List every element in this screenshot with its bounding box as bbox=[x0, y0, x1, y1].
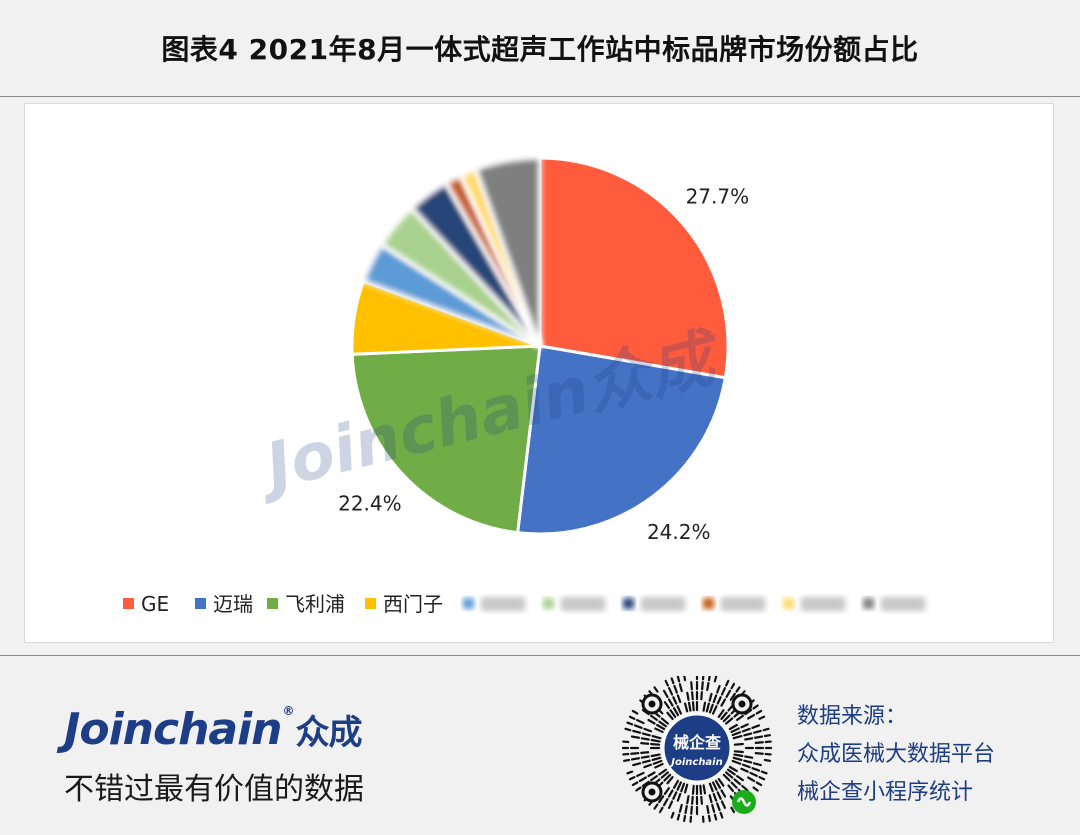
brand-cn: 众成 bbox=[295, 713, 363, 753]
legend-swatch bbox=[195, 598, 206, 609]
source-line: 众成医械大数据平台 bbox=[797, 742, 996, 767]
qr-center-text: 械企查 bbox=[673, 733, 721, 752]
source-line: 数据来源： bbox=[797, 704, 908, 729]
legend-label-obscured bbox=[801, 597, 845, 611]
brand-logo: Joinchain®众成 bbox=[64, 704, 363, 755]
header-bar: 图表4 2021年8月一体式超声工作站中标品牌市场份额占比 bbox=[0, 0, 1080, 97]
slogan: 不错过最有价值的数据 bbox=[64, 772, 364, 807]
mini-program-code[interactable]: 械企查 Joinchain bbox=[622, 676, 772, 826]
legend-swatch bbox=[543, 598, 554, 609]
qr-center-badge bbox=[663, 714, 731, 782]
legend-swatch bbox=[123, 598, 134, 609]
legend-label-obscured bbox=[641, 597, 685, 611]
data-source: 数据来源： 众成医械大数据平台 械企查小程序统计 bbox=[797, 698, 995, 812]
legend-swatch bbox=[267, 598, 278, 609]
legend-swatch bbox=[623, 598, 634, 609]
chart-panel: Joinchain众成 27.7% 24.2% 22.4% GE 迈瑞 飞利浦 西门子 bbox=[0, 97, 1080, 656]
legend-label: 飞利浦 bbox=[285, 592, 345, 616]
slice-value-label: 27.7% bbox=[686, 184, 750, 208]
legend-label-obscured bbox=[481, 597, 525, 611]
brand-name: Joinchain bbox=[64, 704, 283, 755]
legend-swatch bbox=[783, 598, 794, 609]
pie-slice bbox=[350, 344, 542, 535]
pie-chart: Joinchain众成 27.7%24.2%22.4% GE 迈瑞 飞利浦 西门子 bbox=[123, 156, 925, 616]
legend-label-obscured bbox=[881, 597, 925, 611]
legend-label: GE bbox=[141, 592, 169, 616]
legend-swatch bbox=[365, 598, 376, 609]
legend-swatch bbox=[463, 598, 474, 609]
legend-swatch bbox=[863, 598, 874, 609]
pie-slice bbox=[538, 156, 730, 380]
slice-value-label: 24.2% bbox=[647, 520, 711, 544]
pie-slice bbox=[474, 156, 542, 347]
qr-pattern bbox=[622, 676, 772, 823]
qr-center-sub: Joinchain bbox=[669, 757, 722, 768]
pie-slice bbox=[515, 344, 728, 536]
slice-value-label: 22.4% bbox=[338, 492, 402, 516]
legend-label: 西门子 bbox=[383, 592, 443, 616]
chart-title: 图表4 2021年8月一体式超声工作站中标品牌市场份额占比 bbox=[161, 33, 919, 66]
source-line: 械企查小程序统计 bbox=[797, 780, 974, 805]
legend-label-obscured bbox=[561, 597, 605, 611]
legend-label: 迈瑞 bbox=[213, 592, 253, 616]
legend-label-obscured bbox=[721, 597, 765, 611]
brand-reg: ® bbox=[282, 704, 295, 718]
legend: GE 迈瑞 飞利浦 西门子 bbox=[123, 592, 925, 616]
footer: Joinchain®众成 不错过最有价值的数据 械企查 Joinchain 数据… bbox=[0, 656, 1080, 835]
chart-area: Joinchain众成 27.7% 24.2% 22.4% GE 迈瑞 飞利浦 西门子 bbox=[24, 103, 1054, 643]
legend-swatch bbox=[703, 598, 714, 609]
